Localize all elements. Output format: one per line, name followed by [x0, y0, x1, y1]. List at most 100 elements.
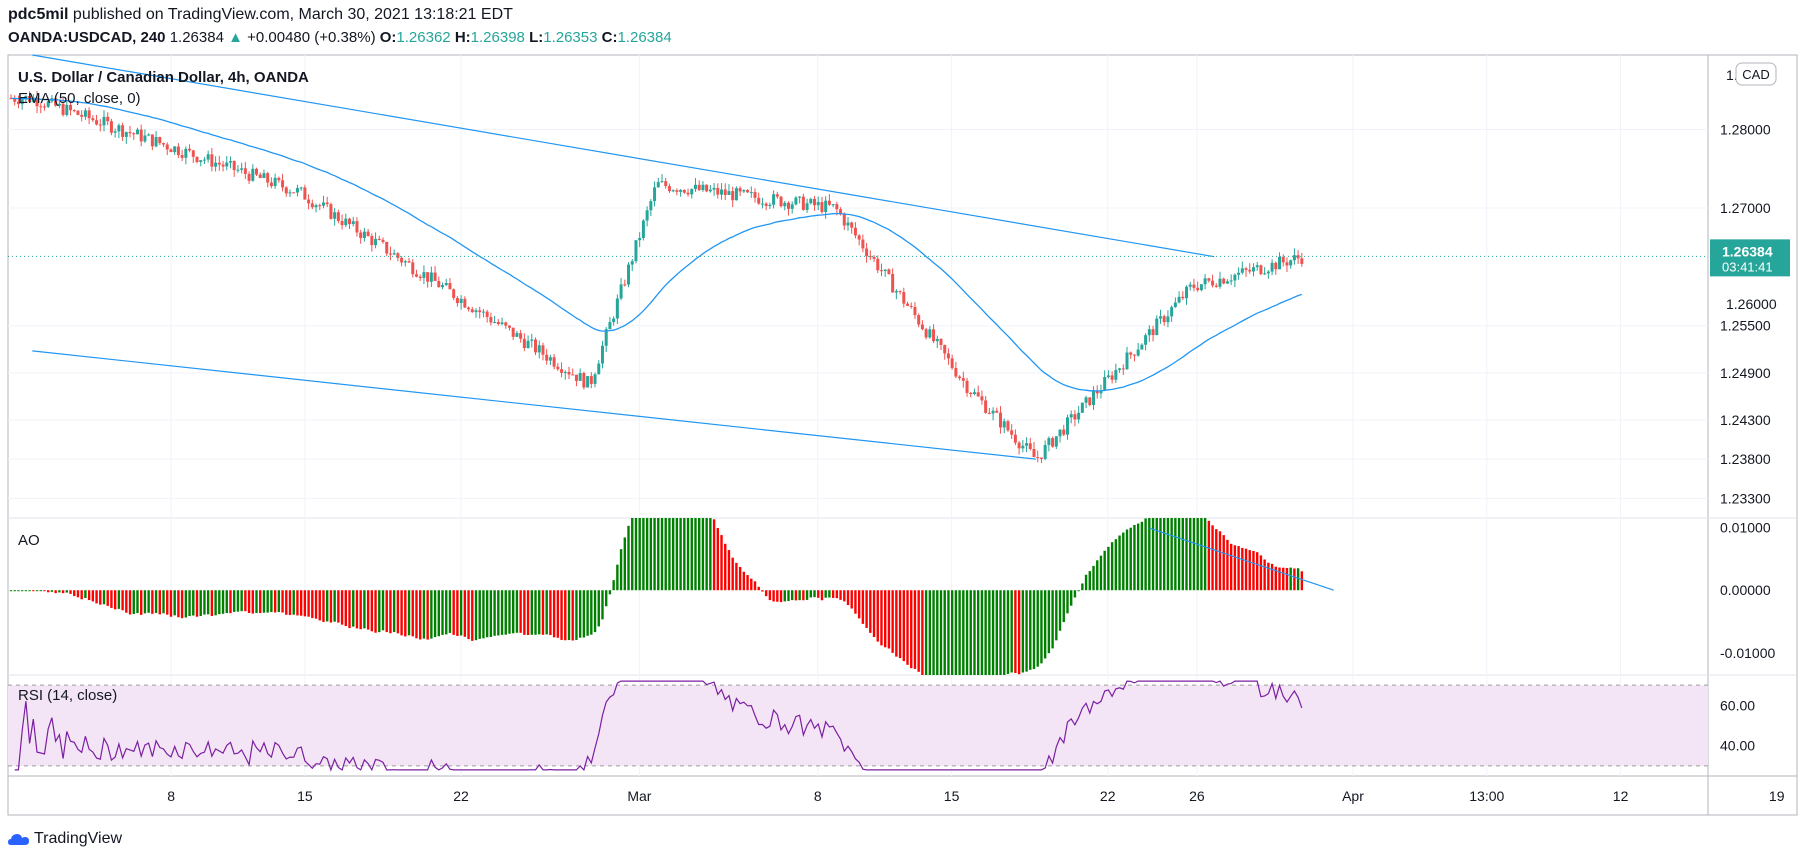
candle-down: [348, 218, 352, 225]
ao-bar: [1166, 518, 1170, 591]
ao-bar: [738, 566, 742, 591]
candle-down: [180, 155, 184, 158]
ao-bar: [433, 590, 437, 638]
ao-bar: [746, 575, 749, 591]
ao-bar: [471, 590, 474, 641]
candle-up: [760, 203, 764, 205]
ao-bar: [359, 590, 362, 630]
rsi-tick-label: 60.00: [1720, 697, 1755, 713]
candle-up: [679, 189, 683, 192]
ao-bar: [419, 590, 422, 640]
candle-down: [507, 325, 511, 328]
candle-up: [1002, 421, 1006, 428]
ao-bar: [802, 590, 805, 601]
candle-down: [913, 306, 917, 316]
price-tick-label: 1.25500: [1720, 318, 1771, 334]
ao-bar: [277, 590, 281, 613]
ao-bar: [649, 518, 653, 591]
ao-bar: [17, 590, 20, 592]
candle-up: [199, 160, 203, 163]
ema-line: [10, 97, 1303, 392]
ao-bar: [169, 590, 173, 617]
candle-down: [437, 280, 441, 288]
ao-bar: [1270, 563, 1274, 591]
candle-up: [24, 95, 28, 100]
ao-bar: [1051, 590, 1054, 649]
candle-down: [1259, 265, 1263, 275]
candle-up: [604, 329, 608, 346]
ao-bar: [1278, 567, 1281, 591]
candle-down: [917, 315, 921, 325]
candle-down: [682, 189, 686, 193]
candle-down: [340, 220, 344, 226]
candle-down: [686, 192, 690, 195]
candle-down: [664, 181, 668, 187]
candle-down: [757, 197, 761, 204]
ao-bar: [1274, 566, 1277, 591]
candle-up: [83, 110, 87, 117]
ao-bar: [166, 590, 169, 615]
ao-bar: [140, 590, 143, 615]
candle-down: [139, 129, 143, 142]
candle-up: [1278, 256, 1282, 270]
candle-down: [999, 412, 1003, 428]
candle-down: [150, 134, 154, 147]
chart-frame: [7, 54, 1798, 816]
candle-down: [842, 214, 846, 226]
candle-down: [1110, 375, 1114, 380]
candle-down: [400, 257, 404, 263]
candle-up: [1092, 391, 1096, 406]
candle-down: [835, 204, 839, 210]
candle-up: [690, 188, 694, 195]
candle-up: [653, 187, 657, 202]
candle-up: [883, 269, 887, 272]
ao-bar: [627, 525, 630, 591]
candle-up: [240, 168, 244, 170]
candle-up: [612, 318, 616, 323]
ao-title: AO: [18, 532, 40, 549]
candle-down: [1121, 368, 1125, 370]
candle-up: [422, 272, 426, 278]
candle-up: [374, 238, 378, 246]
candle-down: [1095, 391, 1099, 394]
candle-down: [381, 239, 385, 242]
ao-bar: [962, 590, 965, 675]
candle-up: [638, 238, 642, 241]
ao-bar: [132, 590, 135, 615]
candle-up: [742, 190, 746, 192]
candle-down: [723, 189, 727, 195]
ao-bar: [396, 590, 400, 634]
rsi-line: [14, 680, 1303, 772]
ao-bar: [430, 590, 433, 639]
candle-up: [645, 210, 649, 221]
ao-bar: [1073, 590, 1077, 598]
price-tick-label: 1.23800: [1720, 451, 1771, 467]
ao-bar: [1282, 567, 1285, 591]
time-tick-label: 15: [944, 788, 960, 804]
candle-up: [1147, 329, 1151, 336]
ao-bar: [1066, 590, 1069, 614]
ao-bar: [597, 590, 600, 627]
ao-bar: [229, 590, 232, 614]
ao-bar: [1084, 574, 1088, 591]
rsi-band: [8, 685, 1708, 766]
ao-bar: [411, 590, 414, 637]
ao-bar: [947, 590, 950, 675]
candle-up: [202, 159, 206, 161]
candle-up: [809, 198, 813, 204]
tradingview-brand[interactable]: TradingView: [8, 830, 122, 848]
ao-bar: [296, 590, 299, 616]
ao-bar: [210, 590, 214, 616]
ao-bar: [400, 590, 403, 636]
ao-bar: [824, 590, 827, 598]
candle-up: [1058, 429, 1062, 437]
ao-bar: [813, 590, 816, 598]
ao-bar: [608, 590, 612, 595]
chart-title: U.S. Dollar / Canadian Dollar, 4h, OANDA: [18, 69, 309, 86]
chart-area[interactable]: 8 15 22 Mar 8 15 22 26 Apr 13:00 12 19 1.28000 1.2700…: [0, 0, 1805, 825]
ao-bar: [709, 518, 712, 591]
candle-down: [426, 272, 430, 282]
time-tick-label: 13:00: [1469, 788, 1504, 804]
ao-bar: [199, 590, 202, 616]
candle-down: [560, 369, 564, 373]
